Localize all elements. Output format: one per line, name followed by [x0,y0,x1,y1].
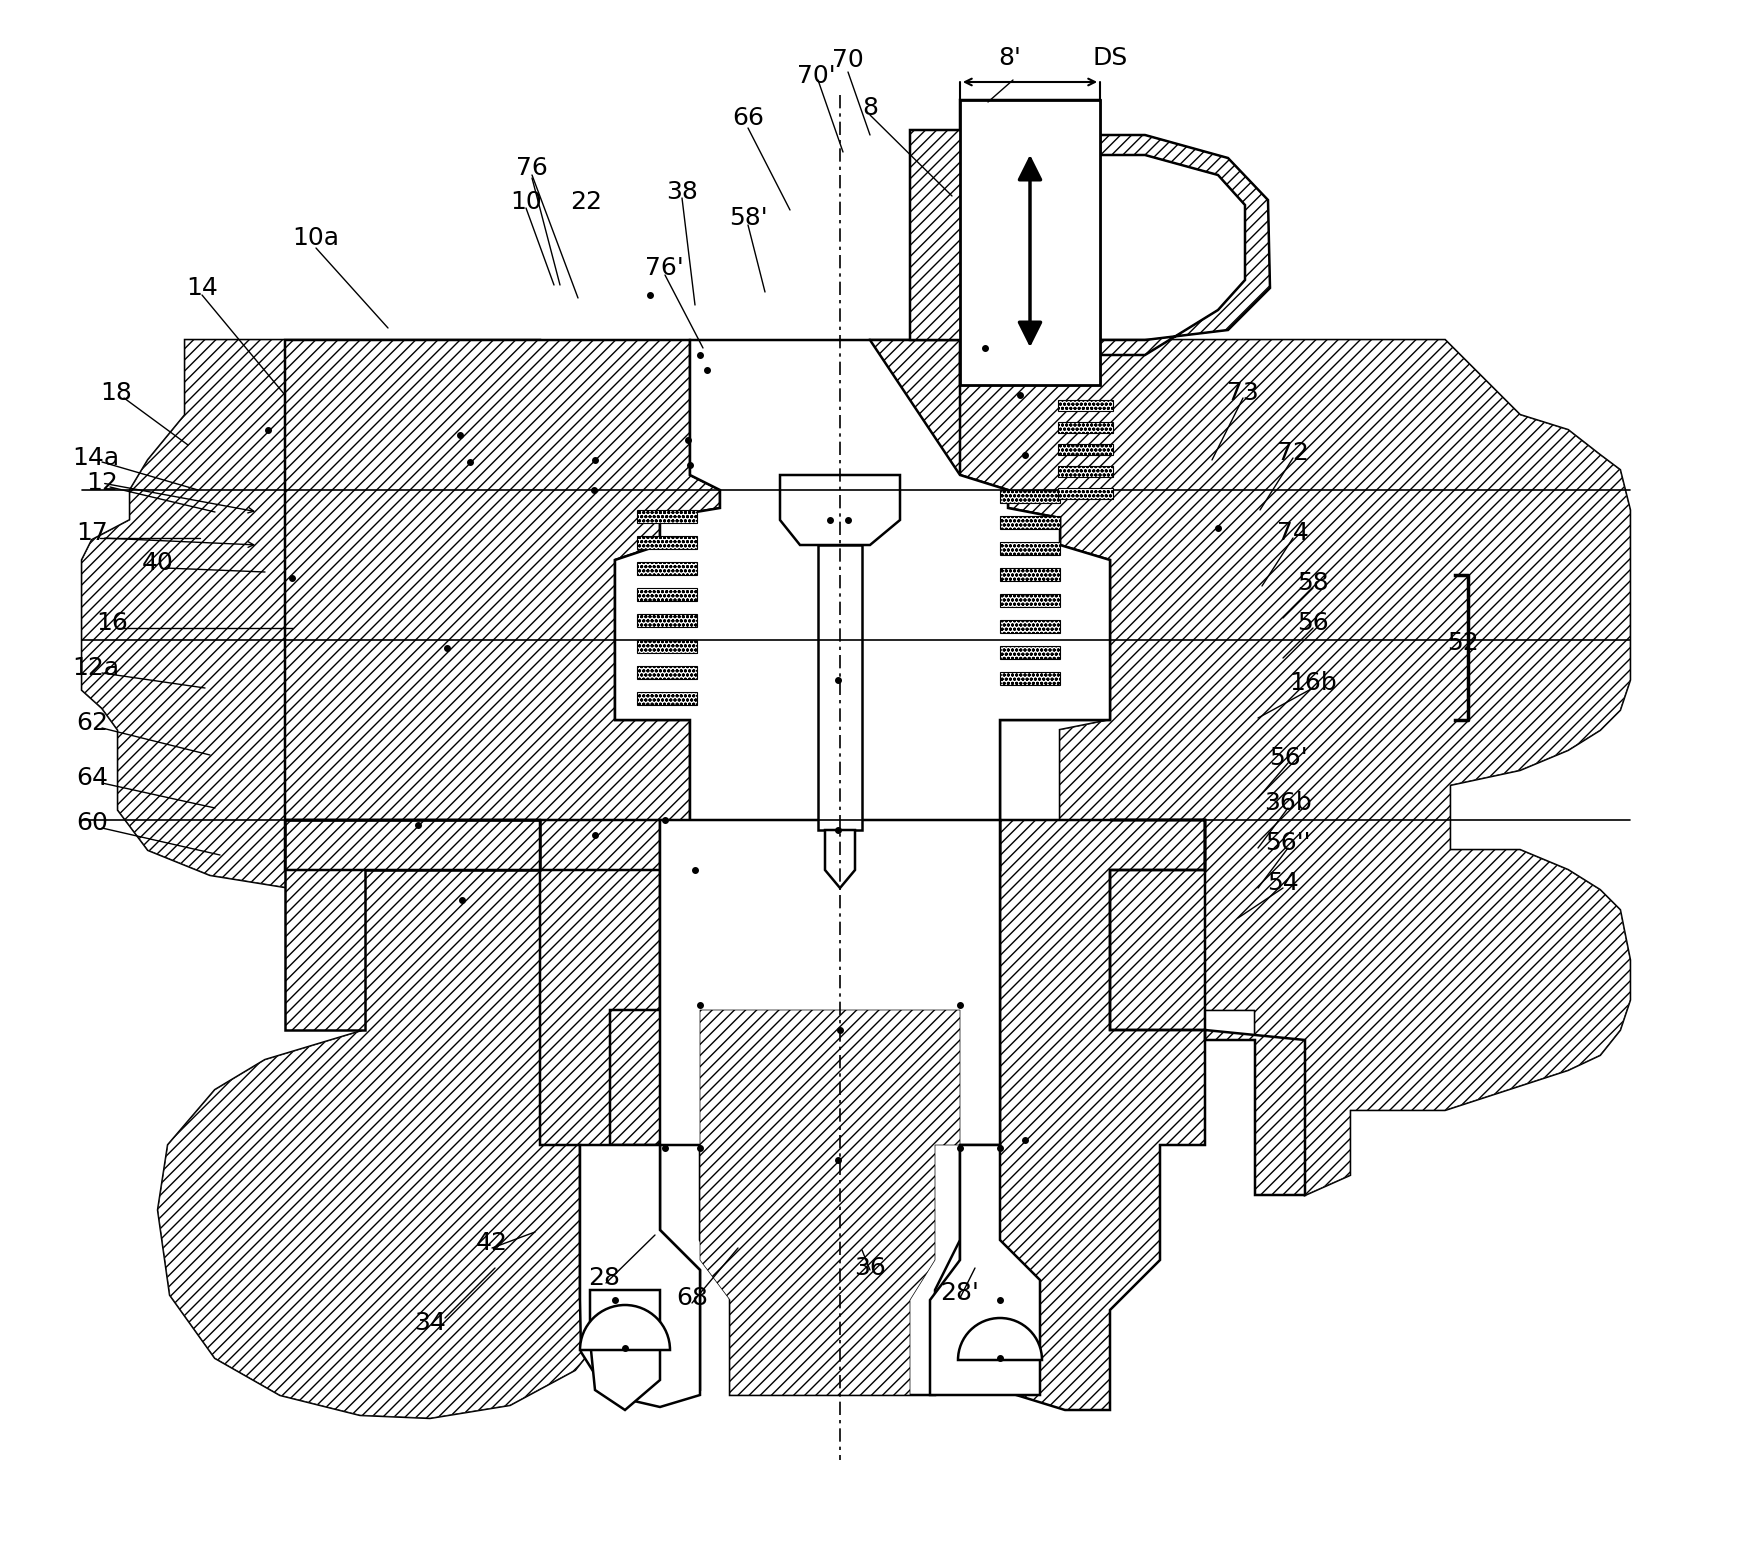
Text: 10a: 10a [293,226,339,250]
Text: 12a: 12a [72,657,119,680]
Text: 34: 34 [414,1310,445,1335]
Polygon shape [1110,821,1304,1195]
Polygon shape [817,544,863,830]
Text: 38: 38 [665,179,698,204]
Text: 17: 17 [77,521,108,544]
Polygon shape [590,1290,660,1410]
Polygon shape [82,340,660,1418]
Text: 64: 64 [77,766,108,789]
Polygon shape [637,537,697,549]
Polygon shape [780,474,899,544]
Text: 68: 68 [676,1285,707,1310]
Polygon shape [1000,490,1060,502]
Polygon shape [637,562,697,576]
Polygon shape [780,474,899,544]
Polygon shape [637,693,697,705]
Polygon shape [285,340,719,870]
Text: 76: 76 [517,156,548,179]
Text: 36: 36 [854,1256,885,1281]
Polygon shape [817,544,863,830]
Text: DS: DS [1093,45,1128,70]
Polygon shape [960,100,1100,385]
Text: 72: 72 [1276,441,1310,465]
Text: 36b: 36b [1264,791,1311,814]
Text: 18: 18 [100,381,133,406]
Text: 14a: 14a [72,446,119,470]
Text: 28': 28' [941,1281,980,1306]
Text: 70': 70' [796,64,835,87]
Text: 76': 76' [644,256,683,279]
Polygon shape [285,821,540,1030]
Text: 42: 42 [477,1231,508,1254]
Wedge shape [959,1318,1042,1360]
Text: 56: 56 [1297,612,1329,635]
Text: 58': 58' [728,206,766,229]
Polygon shape [1000,646,1060,658]
Text: 22: 22 [569,190,602,214]
Polygon shape [590,1290,660,1410]
Polygon shape [285,821,700,1399]
Text: 12: 12 [86,471,119,495]
Polygon shape [1058,423,1112,434]
Text: 70: 70 [833,48,864,72]
Polygon shape [1000,516,1060,529]
Polygon shape [82,340,660,1418]
Text: 56': 56' [1269,746,1308,771]
Polygon shape [637,510,697,523]
Text: 10: 10 [510,190,541,214]
Polygon shape [637,666,697,679]
Text: 8: 8 [863,97,878,120]
Polygon shape [1000,594,1060,607]
Polygon shape [1000,619,1060,633]
Text: 62: 62 [77,711,108,735]
Polygon shape [1058,466,1112,477]
Text: 28: 28 [588,1267,620,1290]
Polygon shape [637,640,697,654]
Polygon shape [580,1145,700,1407]
Text: 56'': 56'' [1266,831,1311,855]
Wedge shape [580,1306,670,1349]
Text: 74: 74 [1276,521,1310,544]
Polygon shape [1058,445,1112,456]
Polygon shape [910,100,1269,385]
Polygon shape [637,615,697,627]
Polygon shape [1000,672,1060,685]
Text: 58: 58 [1297,571,1329,594]
Text: 60: 60 [77,811,108,835]
Polygon shape [580,1145,700,1407]
Text: 73: 73 [1227,381,1259,406]
Wedge shape [959,1318,1042,1360]
Text: 52: 52 [1447,630,1479,655]
Polygon shape [1058,488,1112,499]
Polygon shape [870,340,1110,870]
Polygon shape [960,821,1205,1410]
Polygon shape [1000,568,1060,580]
Text: 66: 66 [732,106,765,129]
Text: 16b: 16b [1289,671,1337,696]
Text: 54: 54 [1268,870,1299,895]
Text: 16: 16 [96,612,127,635]
Polygon shape [615,340,1110,870]
Polygon shape [931,1145,1041,1395]
Polygon shape [1058,399,1112,410]
Polygon shape [700,1009,960,1395]
Polygon shape [826,830,856,888]
Text: 40: 40 [141,551,175,576]
Text: 8': 8' [999,45,1021,70]
Wedge shape [580,1306,670,1349]
Polygon shape [1000,541,1060,555]
Text: 14: 14 [187,276,218,300]
Polygon shape [870,340,1631,1195]
Polygon shape [660,821,1000,1395]
Polygon shape [931,1145,1041,1395]
Polygon shape [870,340,1631,1195]
Polygon shape [637,588,697,601]
